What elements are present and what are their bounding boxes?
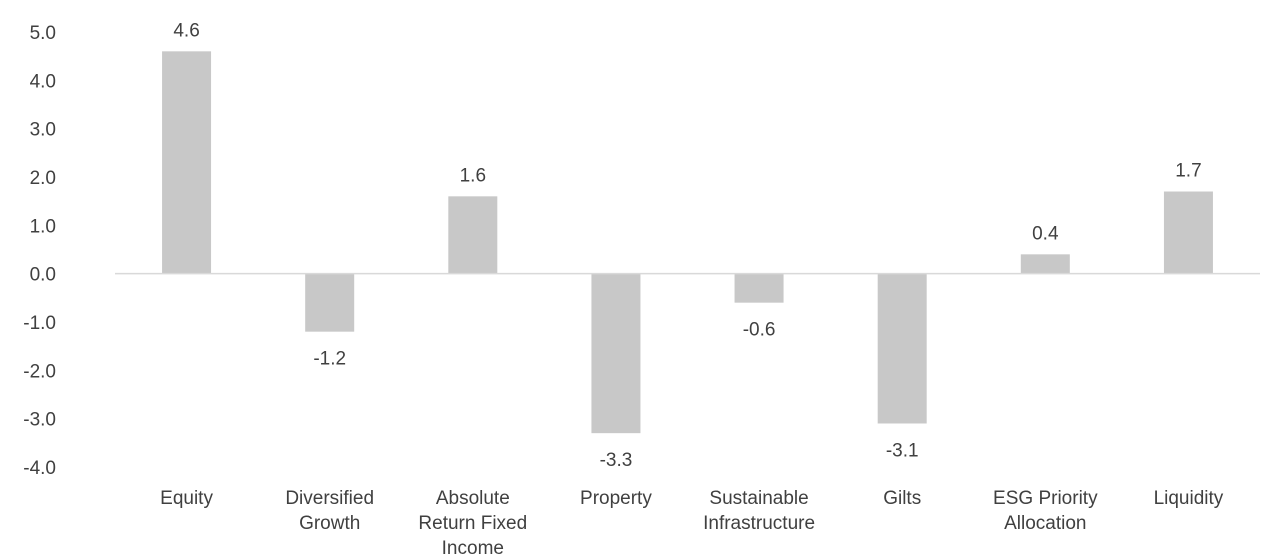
- y-tick-label: -2.0: [23, 361, 56, 382]
- category-label-line: Gilts: [883, 488, 921, 509]
- y-tick-label: 0.0: [30, 265, 56, 286]
- bar: [305, 273, 355, 332]
- data-label: 1.7: [1175, 161, 1201, 182]
- category-label-line: Growth: [299, 513, 360, 534]
- y-tick-label: 5.0: [30, 23, 56, 44]
- y-tick-label: -4.0: [23, 458, 56, 479]
- category-label-line: Allocation: [1004, 513, 1086, 534]
- category-label-line: Property: [580, 488, 652, 509]
- bar: [591, 273, 641, 434]
- bar: [1020, 254, 1070, 274]
- data-label: -3.3: [600, 450, 633, 471]
- category-label: Liquidity: [1154, 488, 1224, 509]
- category-label-line: Infrastructure: [703, 513, 815, 534]
- category-labels-group: Equity Diversified Growth Absolute Return Fi…: [160, 488, 1224, 559]
- bar: [1163, 191, 1213, 274]
- y-tick-label: -1.0: [23, 313, 56, 334]
- data-labels-group: 4.6 -1.2 1.6 -3.3 -0.6 -3.1 0.4 1.7: [173, 20, 1201, 471]
- data-label: -0.6: [743, 320, 776, 341]
- category-label: Property: [580, 488, 652, 509]
- category-label-line: Income: [442, 538, 504, 559]
- category-label: Equity: [160, 488, 213, 509]
- bar: [448, 196, 498, 274]
- category-label-line: Absolute: [436, 488, 510, 509]
- bar: [162, 51, 212, 274]
- category-label: Diversified Growth: [285, 488, 374, 534]
- category-label: Absolute Return Fixed Income: [418, 488, 527, 559]
- data-label: 1.6: [460, 165, 486, 186]
- bar: [877, 273, 927, 424]
- data-label: 4.6: [173, 20, 199, 41]
- y-tick-label: 2.0: [30, 168, 56, 189]
- y-tick-label: 3.0: [30, 120, 56, 141]
- bar: [734, 273, 784, 303]
- category-label-line: ESG Priority: [993, 488, 1098, 509]
- category-label: ESG Priority Allocation: [993, 488, 1098, 534]
- category-label-line: Return Fixed: [418, 513, 527, 534]
- category-label: Gilts: [883, 488, 921, 509]
- category-label-line: Sustainable: [709, 488, 808, 509]
- bars-group: [162, 51, 1213, 434]
- category-label-line: Liquidity: [1154, 488, 1224, 509]
- data-label: 0.4: [1032, 223, 1059, 244]
- data-label: -1.2: [313, 349, 346, 370]
- y-tick-label: 1.0: [30, 216, 56, 237]
- category-label: Sustainable Infrastructure: [703, 488, 815, 534]
- y-axis-tick-labels: 5.0 4.0 3.0 2.0 1.0 0.0 -1.0 -2.0 -3.0 -4.0: [23, 23, 56, 479]
- y-tick-label: 4.0: [30, 71, 56, 92]
- category-label-line: Equity: [160, 488, 213, 509]
- data-label: -3.1: [886, 441, 919, 462]
- category-label-line: Diversified: [285, 488, 374, 509]
- y-tick-label: -3.0: [23, 410, 56, 431]
